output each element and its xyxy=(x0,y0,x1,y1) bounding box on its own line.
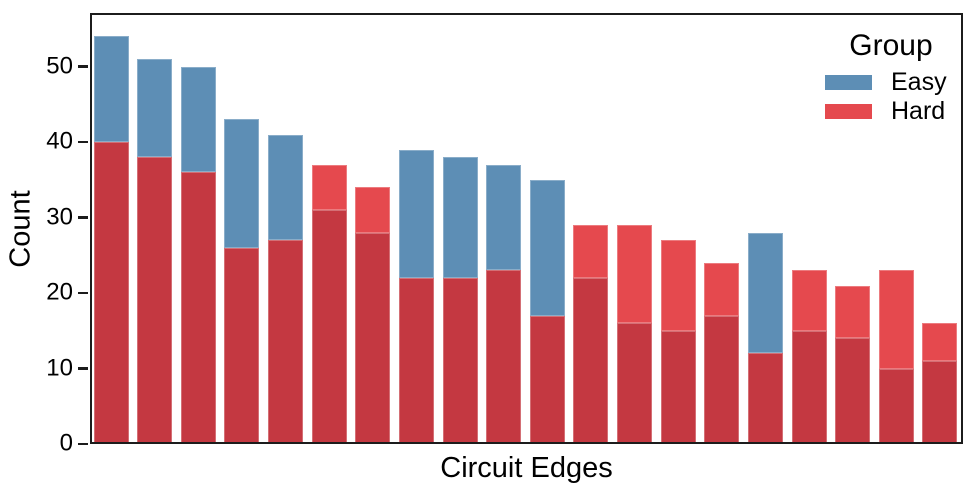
hard-swatch-icon xyxy=(825,104,872,119)
x-axis-label: Circuit Edges xyxy=(440,452,613,484)
bar-15 xyxy=(704,262,740,444)
bar-7 xyxy=(355,187,391,444)
bar-19 xyxy=(878,270,914,444)
bar-10 xyxy=(486,164,522,444)
ytick-label: 0 xyxy=(59,429,73,457)
bar-overlap-segment xyxy=(529,315,565,444)
bar-overlap-segment xyxy=(442,277,478,444)
bar-overlap-segment xyxy=(791,330,827,444)
bar-14 xyxy=(660,240,696,444)
bar-18 xyxy=(835,285,871,444)
bar-easy-segment xyxy=(529,179,565,316)
bar-11 xyxy=(529,179,565,444)
bar-20 xyxy=(922,323,958,444)
plot-area: 0 10 20 30 40 50 Group Easy Hard xyxy=(46,13,963,456)
bar-1 xyxy=(93,36,129,444)
bars-layer xyxy=(90,13,963,444)
ytick-label: 10 xyxy=(46,353,73,381)
bar-overlap-segment xyxy=(311,210,347,444)
bar-3 xyxy=(180,66,216,444)
bar-overlap-segment xyxy=(268,240,304,444)
bar-hard-segment xyxy=(922,323,958,361)
bar-6 xyxy=(311,164,347,444)
bar-overlap-segment xyxy=(137,157,173,444)
bar-hard-segment xyxy=(878,270,914,369)
bar-2 xyxy=(137,59,173,444)
bar-easy-segment xyxy=(93,36,129,143)
bar-17 xyxy=(791,270,827,444)
bar-13 xyxy=(617,225,653,444)
bar-5 xyxy=(268,134,304,444)
ytick-mark xyxy=(77,216,88,219)
bar-hard-segment xyxy=(835,285,871,339)
bar-12 xyxy=(573,225,609,444)
bar-8 xyxy=(398,149,434,444)
bar-hard-segment xyxy=(704,262,740,316)
ytick-mark xyxy=(77,65,88,68)
bar-overlap-segment xyxy=(180,172,216,444)
bar-overlap-segment xyxy=(486,270,522,444)
bar-easy-segment xyxy=(137,59,173,158)
bar-9 xyxy=(442,157,478,444)
bar-overlap-segment xyxy=(398,277,434,444)
ytick-label: 30 xyxy=(46,202,73,230)
bar-easy-segment xyxy=(180,66,216,173)
bar-overlap-segment xyxy=(835,338,871,444)
bar-overlap-segment xyxy=(573,277,609,444)
legend-title: Group xyxy=(849,29,933,62)
bar-easy-segment xyxy=(224,119,260,248)
ytick-label: 20 xyxy=(46,278,73,306)
bar-easy-segment xyxy=(486,164,522,271)
ytick-label: 40 xyxy=(46,127,73,155)
bar-overlap-segment xyxy=(704,315,740,444)
bar-hard-segment xyxy=(311,164,347,211)
bar-overlap-segment xyxy=(617,323,653,444)
bar-overlap-segment xyxy=(747,353,783,444)
bar-hard-segment xyxy=(573,225,609,278)
ytick-label: 50 xyxy=(46,52,73,80)
ytick-mark xyxy=(77,291,88,295)
bar-hard-segment xyxy=(617,225,653,324)
ytick-mark xyxy=(77,442,88,446)
bar-overlap-segment xyxy=(878,368,914,444)
bar-hard-segment xyxy=(660,240,696,331)
bar-overlap-segment xyxy=(355,232,391,444)
bar-easy-segment xyxy=(442,157,478,278)
bar-hard-segment xyxy=(355,187,391,233)
bar-hard-segment xyxy=(791,270,827,331)
legend-entry-easy: Easy xyxy=(825,68,976,96)
bar-overlap-segment xyxy=(93,142,129,444)
bar-easy-segment xyxy=(268,134,304,241)
bar-easy-segment xyxy=(398,149,434,278)
legend-entry-hard: Hard xyxy=(825,97,976,125)
bar-16 xyxy=(747,232,783,444)
ytick-mark xyxy=(77,367,88,370)
bar-overlap-segment xyxy=(922,360,958,444)
y-axis-label: Count xyxy=(4,190,37,268)
easy-swatch-icon xyxy=(825,75,872,90)
bar-4 xyxy=(224,119,260,444)
legend-label-easy: Easy xyxy=(891,68,947,96)
ytick-mark xyxy=(77,140,88,144)
legend: Group Easy Hard xyxy=(823,29,976,133)
bar-easy-segment xyxy=(747,232,783,354)
legend-label-hard: Hard xyxy=(891,97,946,125)
bar-overlap-segment xyxy=(660,330,696,444)
bar-overlap-segment xyxy=(224,247,260,444)
